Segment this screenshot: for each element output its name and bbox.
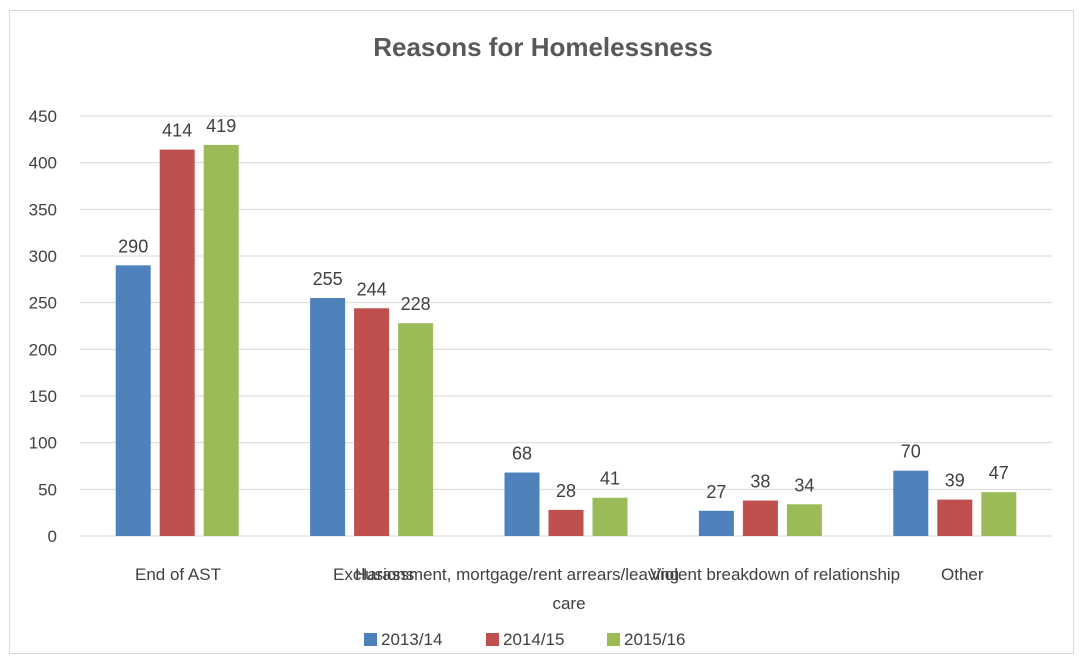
data-label: 41 <box>600 469 620 489</box>
bar-2015-16-1 <box>398 323 434 536</box>
data-label: 47 <box>989 463 1009 483</box>
y-tick-label: 200 <box>29 340 57 359</box>
data-label: 38 <box>750 472 770 492</box>
bar-2013-14-3 <box>698 510 734 536</box>
chart-title: Reasons for Homelessness <box>373 32 713 62</box>
bar-2013-14-0 <box>115 265 151 536</box>
data-label: 68 <box>512 444 532 464</box>
y-tick-label: 350 <box>29 200 57 219</box>
legend-label: 2014/15 <box>503 630 564 649</box>
bar-2015-16-3 <box>786 504 822 536</box>
legend-swatch <box>364 633 377 646</box>
bars <box>115 144 1017 536</box>
category-label: End of AST <box>135 565 221 584</box>
legend-label: 2013/14 <box>381 630 442 649</box>
y-tick-label: 400 <box>29 154 57 173</box>
bar-2014-15-4 <box>937 499 973 536</box>
data-label: 39 <box>945 471 965 491</box>
bar-2014-15-2 <box>548 509 584 536</box>
y-tick-label: 150 <box>29 387 57 406</box>
bar-2014-15-3 <box>742 500 778 536</box>
bar-2013-14-1 <box>310 298 346 536</box>
y-tick-label: 250 <box>29 294 57 313</box>
data-label: 290 <box>118 236 148 256</box>
legend-swatch <box>607 633 620 646</box>
data-label: 34 <box>794 475 814 495</box>
bar-2013-14-2 <box>504 472 540 536</box>
y-tick-label: 300 <box>29 247 57 266</box>
category-label-continued: care <box>552 594 585 613</box>
data-label: 28 <box>556 481 576 501</box>
data-label: 27 <box>706 482 726 502</box>
bar-2015-16-4 <box>981 492 1017 536</box>
bar-2015-16-2 <box>592 497 628 536</box>
y-tick-label: 50 <box>38 480 57 499</box>
category-label: Exclusions <box>333 565 414 584</box>
data-labels: 290 414 419 255 244 228 68 28 41 27 38 34 70 39 47 <box>118 116 1009 502</box>
y-axis-ticks: 0 50 100 150 200 250 300 350 400 450 <box>29 107 57 546</box>
y-tick-label: 100 <box>29 434 57 453</box>
bar-2015-16-0 <box>203 144 239 536</box>
data-label: 414 <box>162 121 192 141</box>
legend: 2013/14 2014/15 2015/16 <box>364 630 685 649</box>
legend-label: 2015/16 <box>624 630 685 649</box>
legend-swatch <box>486 633 499 646</box>
category-label: Violent breakdown of relationship <box>650 565 900 584</box>
y-tick-label: 0 <box>48 527 57 546</box>
data-label: 70 <box>901 442 921 462</box>
data-label: 419 <box>206 116 236 136</box>
y-tick-label: 450 <box>29 107 57 126</box>
category-label: Other <box>941 565 984 584</box>
data-label: 228 <box>401 294 431 314</box>
bar-2013-14-4 <box>893 470 929 536</box>
category-label: Harassment, mortgage/rent arrears/leavin… <box>355 565 679 584</box>
data-label: 244 <box>357 279 387 299</box>
bar-2014-15-1 <box>354 308 390 536</box>
data-label: 255 <box>313 269 343 289</box>
bar-2014-15-0 <box>159 149 195 536</box>
gridlines <box>80 115 1052 537</box>
